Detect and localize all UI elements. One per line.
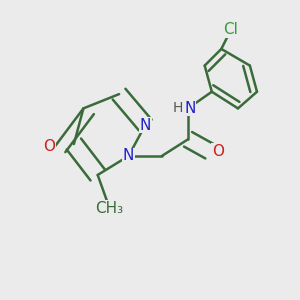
Text: CH₃: CH₃ — [95, 201, 124, 216]
Text: O: O — [212, 144, 224, 159]
Text: Cl: Cl — [224, 22, 238, 38]
Text: O: O — [43, 139, 55, 154]
Text: N: N — [140, 118, 151, 133]
Text: N: N — [185, 101, 196, 116]
Text: H: H — [172, 101, 182, 115]
Text: N: N — [123, 148, 134, 164]
